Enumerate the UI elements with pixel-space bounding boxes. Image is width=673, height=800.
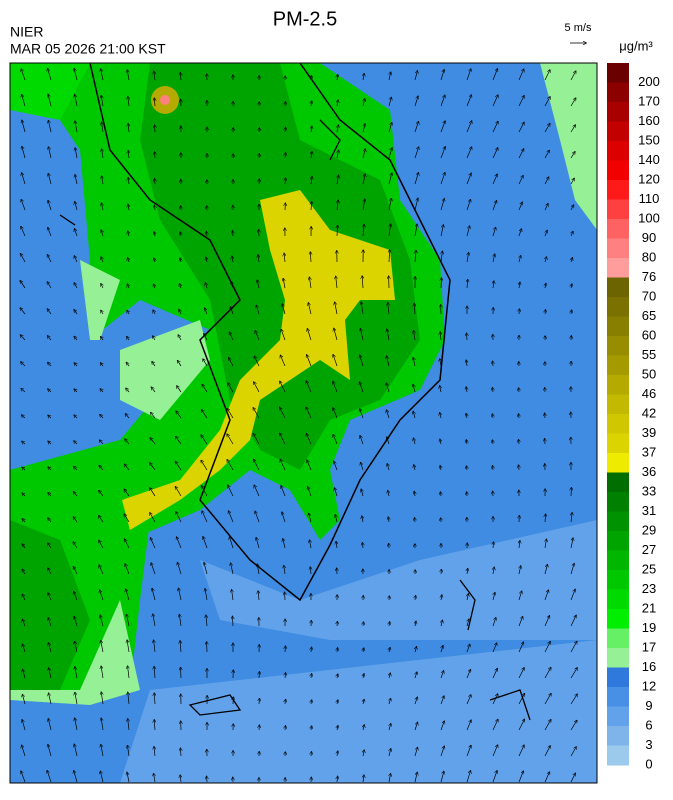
colorbar-label: 160 <box>638 113 660 128</box>
colorbar-segment <box>607 161 629 181</box>
colorbar-label: 23 <box>642 581 656 596</box>
colorbar: 2001701601501401201101009080767065605550… <box>607 63 660 771</box>
colorbar-label: 65 <box>642 308 656 323</box>
colorbar-label: 150 <box>638 132 660 147</box>
colorbar-label: 140 <box>638 152 660 167</box>
agency: NIER <box>10 24 43 40</box>
colorbar-label: 70 <box>642 288 656 303</box>
colorbar-label: 42 <box>642 405 656 420</box>
colorbar-label: 39 <box>642 425 656 440</box>
map <box>10 63 597 783</box>
colorbar-segment <box>607 200 629 220</box>
colorbar-segment <box>607 180 629 200</box>
unit: μg/m³ <box>619 38 653 53</box>
colorbar-segment <box>607 278 629 298</box>
colorbar-segment <box>607 414 629 434</box>
colorbar-segment <box>607 317 629 337</box>
colorbar-label: 60 <box>642 327 656 342</box>
colorbar-label: 100 <box>638 210 660 225</box>
colorbar-label: 46 <box>642 386 656 401</box>
colorbar-segment <box>607 356 629 376</box>
colorbar-segment <box>607 141 629 161</box>
timestamp: MAR 05 2026 21:00 KST <box>10 41 166 57</box>
colorbar-segment <box>607 726 629 746</box>
colorbar-segment <box>607 746 629 766</box>
colorbar-label: 6 <box>645 717 652 732</box>
colorbar-segment <box>607 83 629 103</box>
colorbar-segment <box>607 239 629 259</box>
colorbar-label: 80 <box>642 249 656 264</box>
colorbar-label: 55 <box>642 347 656 362</box>
colorbar-label: 50 <box>642 366 656 381</box>
colorbar-segment <box>607 570 629 590</box>
colorbar-segment <box>607 297 629 317</box>
colorbar-segment <box>607 687 629 707</box>
colorbar-label: 25 <box>642 561 656 576</box>
colorbar-label: 21 <box>642 600 656 615</box>
colorbar-label: 170 <box>638 93 660 108</box>
colorbar-label: 200 <box>638 74 660 89</box>
colorbar-segment <box>607 648 629 668</box>
colorbar-label: 120 <box>638 171 660 186</box>
colorbar-segment <box>607 434 629 454</box>
colorbar-segment <box>607 512 629 532</box>
colorbar-segment <box>607 531 629 551</box>
colorbar-segment <box>607 395 629 415</box>
hotspot-core <box>160 95 170 105</box>
colorbar-segment <box>607 492 629 512</box>
colorbar-segment <box>607 375 629 395</box>
colorbar-label: 31 <box>642 503 656 518</box>
colorbar-label: 110 <box>639 191 660 206</box>
colorbar-label: 90 <box>642 230 656 245</box>
colorbar-label: 0 <box>645 756 652 771</box>
colorbar-label: 12 <box>642 678 656 693</box>
colorbar-label: 16 <box>642 659 656 674</box>
colorbar-segment <box>607 551 629 571</box>
colorbar-segment <box>607 219 629 239</box>
colorbar-segment <box>607 668 629 688</box>
colorbar-label: 27 <box>642 542 656 557</box>
colorbar-label: 19 <box>642 620 656 635</box>
colorbar-label: 29 <box>642 522 656 537</box>
colorbar-segment <box>607 609 629 629</box>
colorbar-segment <box>607 453 629 473</box>
colorbar-label: 36 <box>642 464 656 479</box>
colorbar-segment <box>607 707 629 727</box>
colorbar-label: 9 <box>645 698 652 713</box>
colorbar-segment <box>607 336 629 356</box>
colorbar-label: 17 <box>642 639 656 654</box>
colorbar-segment <box>607 122 629 142</box>
colorbar-label: 3 <box>645 737 652 752</box>
colorbar-segment <box>607 258 629 278</box>
colorbar-segment <box>607 629 629 649</box>
colorbar-segment <box>607 590 629 610</box>
colorbar-label: 33 <box>642 483 656 498</box>
colorbar-label: 37 <box>642 444 656 459</box>
colorbar-label: 76 <box>642 269 656 284</box>
title: PM-2.5 <box>273 8 337 30</box>
colorbar-segment <box>607 63 629 83</box>
wind-scale: 5 m/s <box>565 22 592 34</box>
colorbar-segment <box>607 473 629 493</box>
colorbar-segment <box>607 102 629 122</box>
